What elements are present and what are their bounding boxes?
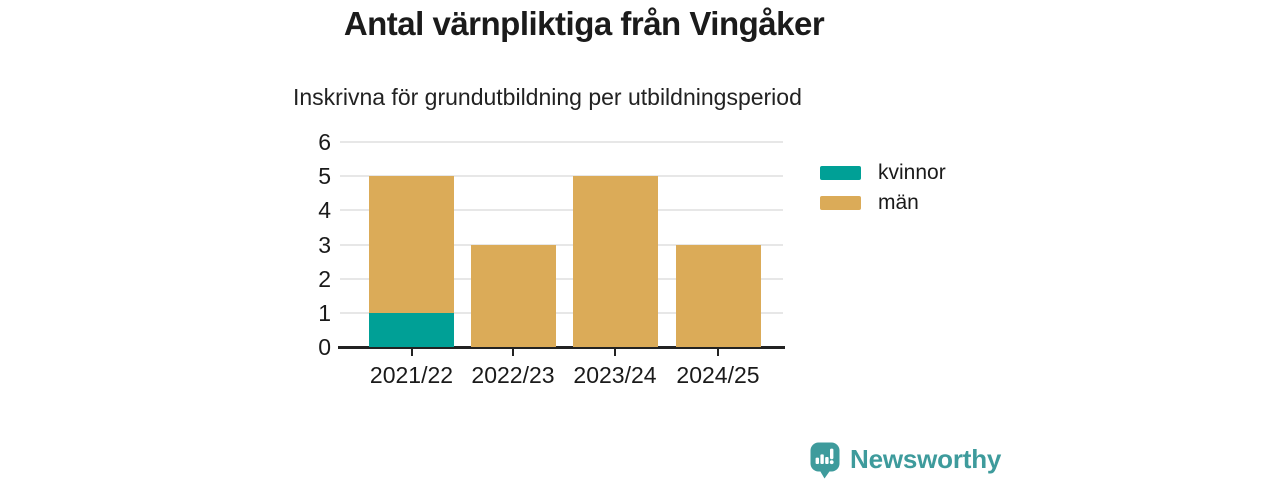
gridline-y1 [340, 311, 783, 314]
y-axis-label-6: 6 [318, 129, 331, 155]
y-axis-label-3: 3 [318, 231, 331, 258]
bar-2024-25-män [675, 244, 761, 347]
page-title: Antal värnpliktiga från Vingåker [343, 5, 825, 42]
legend-item-kvinnor: kvinnor [820, 161, 946, 184]
gridline-y2 [340, 277, 783, 280]
y-axis-label-2: 2 [318, 265, 331, 292]
y-axis-label-1: 1 [318, 299, 331, 326]
bar-2021-22-kvinnor [369, 312, 454, 347]
x-tick-mark [614, 348, 616, 356]
legend-swatch-kvinnor [820, 166, 861, 180]
y-axis-label-4: 4 [318, 197, 331, 224]
x-axis-label-2021-22: 2021/22 [369, 362, 454, 388]
plot-area [338, 141, 785, 349]
chart-subtitle: Inskrivna för grundutbildning per utbild… [293, 84, 802, 110]
bar-2022-23-män [470, 244, 556, 347]
gridline-y6 [340, 141, 783, 143]
gridline-y4 [340, 209, 783, 212]
y-axis-label-0: 0 [318, 334, 331, 360]
x-axis-label-2024-25: 2024/25 [676, 362, 760, 388]
x-tick-mark [717, 348, 719, 356]
bar-2021-22-män [369, 176, 454, 313]
x-axis-line [338, 346, 785, 349]
newsworthy-logo-icon [810, 442, 840, 479]
newsworthy-logo: Newsworthy [810, 442, 1001, 479]
x-axis-label-2023-24: 2023/24 [573, 362, 657, 388]
bar-2023-24-män [572, 176, 658, 347]
legend: kvinnor män [820, 161, 946, 224]
legend-label-män: män [878, 191, 919, 214]
gridline-y3 [340, 243, 783, 246]
x-tick-mark [512, 348, 514, 356]
x-axis-label-2022-23: 2022/23 [471, 362, 555, 388]
newsworthy-wordmark: Newsworthy [850, 444, 1002, 474]
legend-swatch-män [820, 196, 861, 210]
legend-item-män: män [820, 191, 946, 214]
legend-label-kvinnor: kvinnor [878, 161, 946, 184]
x-tick-mark [410, 348, 413, 356]
y-axis-label-5: 5 [318, 163, 331, 190]
gridline-y5 [340, 175, 783, 178]
